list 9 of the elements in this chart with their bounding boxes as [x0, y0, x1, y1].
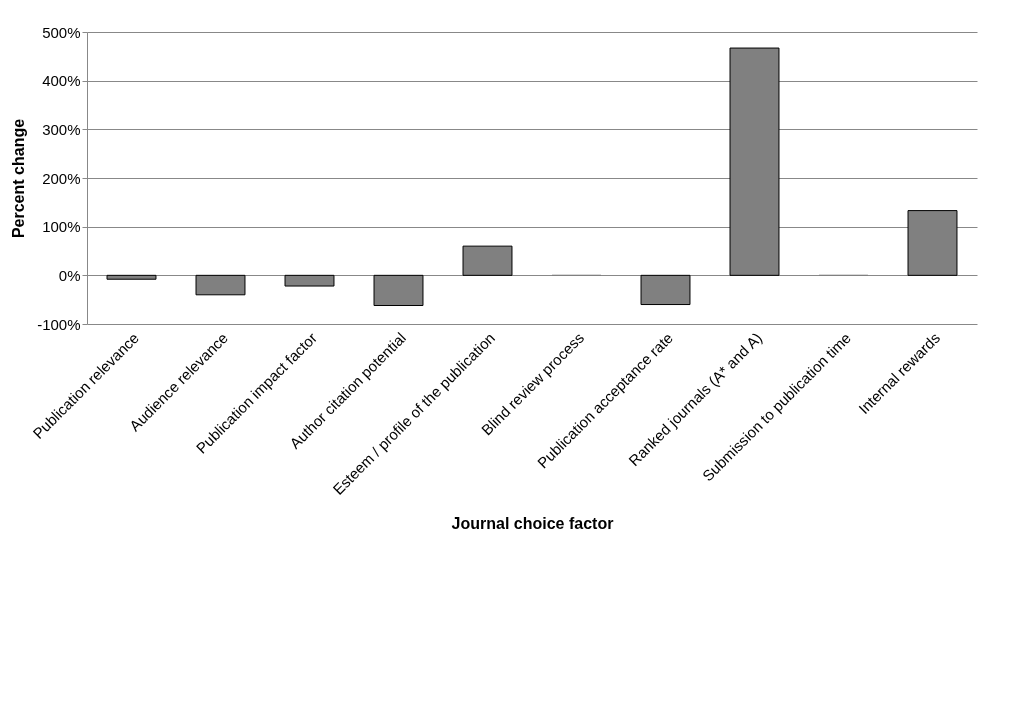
y-tick-label: 500%	[42, 23, 81, 41]
x-axis-title: Journal choice factor	[451, 514, 614, 532]
y-tick-label: 0%	[58, 266, 81, 284]
y-tick-label: 200%	[42, 169, 81, 187]
y-tick-label: 400%	[42, 72, 81, 90]
y-tick-label: 300%	[42, 120, 81, 138]
y-tick-label: -100%	[37, 315, 81, 333]
y-axis-title: Percent change	[10, 118, 28, 239]
y-tick-label: 100%	[42, 218, 81, 236]
